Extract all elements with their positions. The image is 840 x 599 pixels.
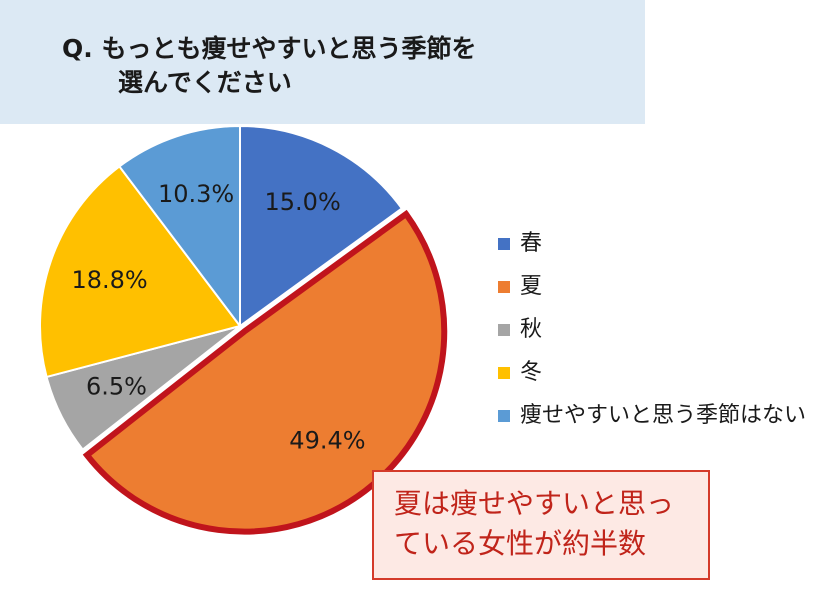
pie-value-label-痩せやすいと思う季節はない: 10.3%	[158, 180, 234, 208]
highlight-outline	[82, 209, 448, 535]
legend-label-夏: 夏	[520, 274, 542, 299]
pie-slices	[39, 124, 448, 535]
question-box: Q. もっとも痩せやすいと思う季節を 選んでください	[0, 0, 645, 124]
legend-swatch-痩せやすいと思う季節はない	[498, 410, 510, 422]
pie-value-label-冬: 18.8%	[71, 266, 147, 294]
pie-value-label-春: 15.0%	[265, 188, 341, 216]
pie-slice-痩せやすいと思う季節はない	[118, 124, 241, 329]
pie-value-label-夏: 49.4%	[289, 427, 365, 455]
pie-value-label-秋: 6.5%	[86, 372, 147, 400]
legend-swatch-冬	[498, 367, 510, 379]
callout-line-1: 夏は痩せやすいと思っ	[394, 487, 675, 520]
legend-swatch-夏	[498, 281, 510, 293]
summary-callout: 夏は痩せやすいと思っ ている女性が約半数	[372, 470, 710, 580]
legend-label-痩せやすいと思う季節はない: 痩せやすいと思う季節はない	[520, 403, 806, 428]
pie-labels: 15.0% 49.4% 6.5% 18.8% 10.3%	[71, 180, 365, 455]
legend-swatch-秋	[498, 324, 510, 336]
legend-label-春: 春	[520, 231, 542, 256]
legend-label-秋: 秋	[520, 317, 542, 342]
pie-slice-春	[239, 124, 404, 328]
question-line-1: Q. もっとも痩せやすいと思う季節を	[62, 34, 477, 63]
callout-line-2: ている女性が約半数	[394, 527, 647, 560]
legend-label-冬: 冬	[520, 360, 542, 385]
pie-slice-冬	[39, 165, 242, 379]
legend-swatch-春	[498, 238, 510, 250]
question-line-2: 選んでください	[118, 68, 292, 97]
